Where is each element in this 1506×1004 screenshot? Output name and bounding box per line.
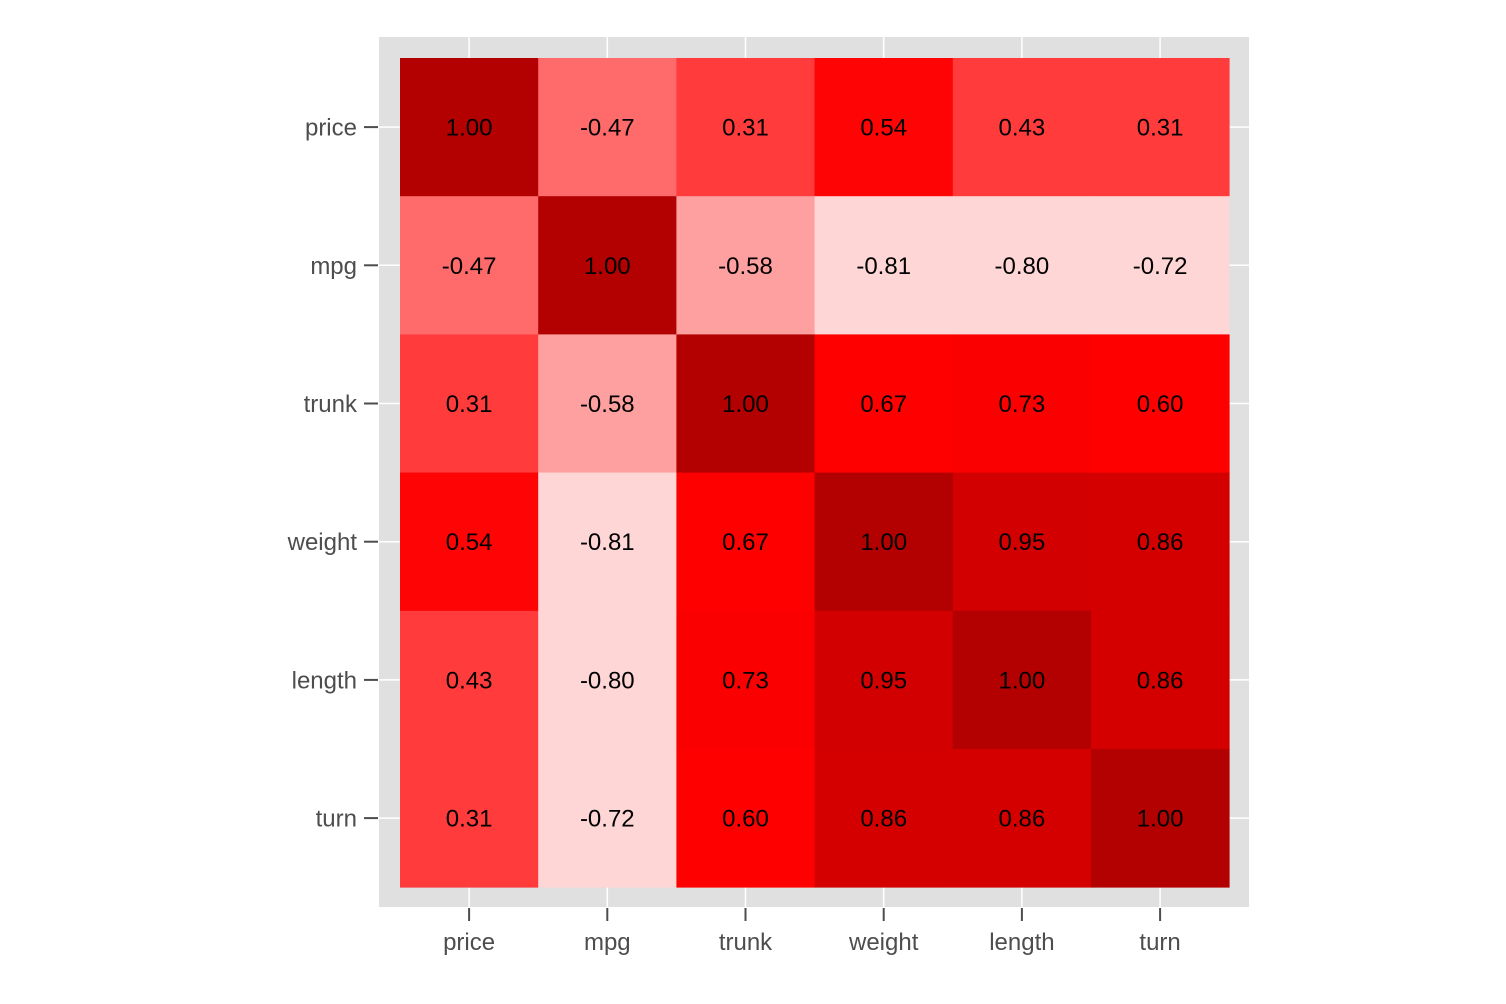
cell-value-label: 1.00 [860, 529, 907, 556]
heatmap-cell-mpg-turn [1091, 196, 1230, 335]
cell-value-label: -0.72 [580, 806, 635, 833]
cell-value-label: 0.31 [1137, 115, 1184, 142]
cell-value-label: 0.31 [722, 115, 769, 142]
cell-value-label: -0.80 [995, 253, 1050, 280]
cell-value-label: 0.54 [860, 115, 907, 142]
x-tick-label-trunk: trunk [719, 929, 773, 956]
heatmap-cell-weight-mpg [538, 472, 677, 612]
heatmap-cell-trunk-price [400, 334, 539, 473]
cell-value-label: 1.00 [722, 391, 769, 418]
cell-value-label: 0.73 [722, 667, 769, 694]
heatmap-cell-length-turn [1091, 610, 1230, 750]
cell-value-label: 0.67 [860, 391, 907, 418]
heatmap-cell-labels: 1.00 -0.47 0.31 0.54 0.43 0.31 -0.47 1.00 -0.58 -… [442, 115, 1188, 833]
cell-value-label: 1.00 [446, 115, 493, 142]
y-tick-label-mpg: mpg [310, 253, 357, 280]
x-tick-label-length: length [989, 929, 1054, 956]
heatmap-cell-turn-mpg [538, 749, 677, 888]
heatmap-cell-price-price [400, 58, 539, 197]
cell-value-label: -0.47 [580, 115, 635, 142]
heatmap-cell-turn-trunk [676, 749, 815, 888]
cell-value-label: 0.73 [999, 391, 1046, 418]
cell-value-label: -0.58 [718, 253, 773, 280]
cell-value-label: 0.31 [446, 806, 493, 833]
heatmap-cell-price-mpg [538, 58, 677, 197]
cell-value-label: 1.00 [584, 253, 631, 280]
cell-value-label: 0.86 [1137, 667, 1184, 694]
heatmap-cell-length-length [952, 610, 1092, 750]
y-tick-label-trunk: trunk [304, 391, 358, 418]
heatmap-cell-trunk-trunk [676, 334, 815, 473]
y-tick-label-length: length [292, 667, 357, 694]
cell-value-label: 0.86 [999, 806, 1046, 833]
x-tick-label-price: price [443, 929, 495, 956]
cell-value-label: 1.00 [1137, 806, 1184, 833]
heatmap-cell-trunk-mpg [538, 334, 677, 473]
heatmap-cell-length-price [400, 610, 539, 750]
heatmap-cell-price-weight [814, 58, 954, 197]
heatmap-cell-price-trunk [676, 58, 815, 197]
y-tick-label-turn: turn [316, 806, 357, 833]
heatmap-cell-mpg-weight [814, 196, 954, 335]
heatmap-cell-trunk-length [952, 334, 1092, 473]
cell-value-label: 0.31 [446, 391, 493, 418]
heatmap-cell-length-mpg [538, 610, 677, 750]
cell-value-label: 0.95 [999, 529, 1046, 556]
y-axis: price mpg trunk weight length turn [287, 115, 378, 833]
heatmap-cell-price-turn [1091, 58, 1230, 197]
cell-value-label: -0.81 [856, 253, 911, 280]
heatmap-cell-turn-turn [1091, 749, 1230, 888]
cell-value-label: 0.60 [722, 806, 769, 833]
heatmap-cell-trunk-turn [1091, 334, 1230, 473]
heatmap-cell-mpg-price [400, 196, 539, 335]
cell-value-label: 0.54 [446, 529, 493, 556]
heatmap-cell-length-trunk [676, 610, 815, 750]
cell-value-label: -0.72 [1133, 253, 1188, 280]
heatmap-cell-turn-weight [814, 749, 954, 888]
x-tick-label-turn: turn [1139, 929, 1180, 956]
heatmap-cell-trunk-weight [814, 334, 954, 473]
cell-value-label: -0.81 [580, 529, 635, 556]
heatmap-cell-weight-weight [814, 472, 954, 612]
cell-value-label: 0.86 [1137, 529, 1184, 556]
cell-value-label: -0.47 [442, 253, 497, 280]
cell-value-label: -0.58 [580, 391, 635, 418]
heatmap-cell-length-weight [814, 610, 954, 750]
heatmap-cell-mpg-mpg [538, 196, 677, 335]
x-tick-label-mpg: mpg [584, 929, 631, 956]
heatmap-cell-turn-price [400, 749, 539, 888]
cell-value-label: 0.86 [860, 806, 907, 833]
heatmap-cell-mpg-length [952, 196, 1092, 335]
heatmap-cell-turn-length [952, 749, 1092, 888]
x-axis: price mpg trunk weight length turn [443, 908, 1181, 956]
heatmap-cell-weight-trunk [676, 472, 815, 612]
heatmap-cell-weight-turn [1091, 472, 1230, 612]
heatmap-cells [400, 58, 1230, 888]
heatmap-cell-mpg-trunk [676, 196, 815, 335]
y-tick-label-weight: weight [287, 529, 358, 556]
y-tick-label-price: price [305, 115, 357, 142]
heatmap-cell-weight-price [400, 472, 539, 612]
cell-value-label: 0.67 [722, 529, 769, 556]
cell-value-label: 1.00 [999, 667, 1046, 694]
cell-value-label: 0.43 [446, 667, 493, 694]
cell-value-label: 0.60 [1137, 391, 1184, 418]
cell-value-label: 0.95 [860, 667, 907, 694]
x-tick-label-weight: weight [848, 929, 919, 956]
cell-value-label: 0.43 [999, 115, 1046, 142]
cell-value-label: -0.80 [580, 667, 635, 694]
heatmap-cell-weight-length [952, 472, 1092, 612]
heatmap-cell-price-length [952, 58, 1092, 197]
